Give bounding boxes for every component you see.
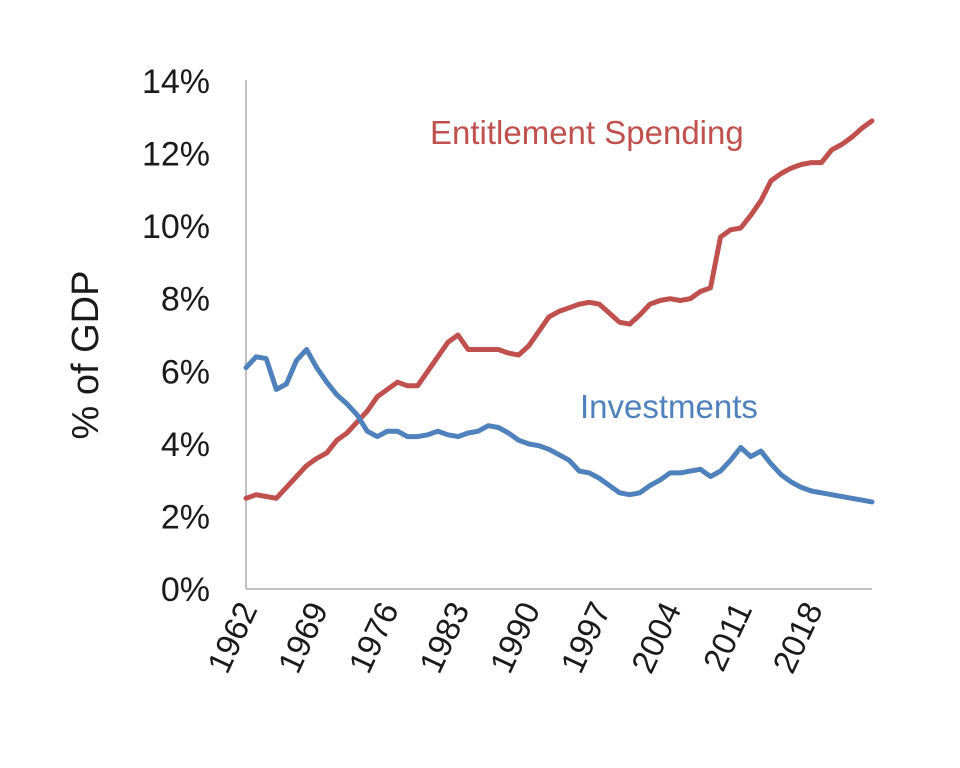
x-tick-label: 1983 <box>412 596 477 678</box>
y-tick-label: 10% <box>142 208 210 246</box>
y-axis-label: % of GDP <box>65 271 107 440</box>
x-tick-label: 2018 <box>765 596 830 678</box>
series-label-investments: Investments <box>580 388 758 425</box>
y-tick-label: 6% <box>161 353 210 391</box>
y-tick-label: 14% <box>142 63 210 101</box>
y-tick-label: 4% <box>161 426 210 464</box>
x-tick-label: 1976 <box>341 596 406 678</box>
y-tick-label: 8% <box>161 281 210 319</box>
x-tick-label: 1969 <box>270 596 335 678</box>
x-tick-label: 1997 <box>553 596 618 678</box>
x-tick-label: 2011 <box>696 596 760 676</box>
y-tick-label: 2% <box>161 498 210 536</box>
y-tick-label: 12% <box>142 136 210 174</box>
y-tick-label: 0% <box>161 571 210 609</box>
series-line-investments <box>243 347 875 505</box>
series-group <box>243 118 875 505</box>
series-label-entitlement-spending: Entitlement Spending <box>430 114 744 151</box>
x-axis-ticks: 1962 1969 1976 1983 1990 1997 2004 2011 2018 <box>200 596 830 678</box>
y-axis-ticks: 0% 2% 4% 6% 8% 10% 12% 14% <box>142 63 210 609</box>
series-line-entitlement-spending <box>243 118 875 501</box>
x-tick-label: 1990 <box>482 596 547 678</box>
x-tick-label: 2004 <box>624 596 689 678</box>
